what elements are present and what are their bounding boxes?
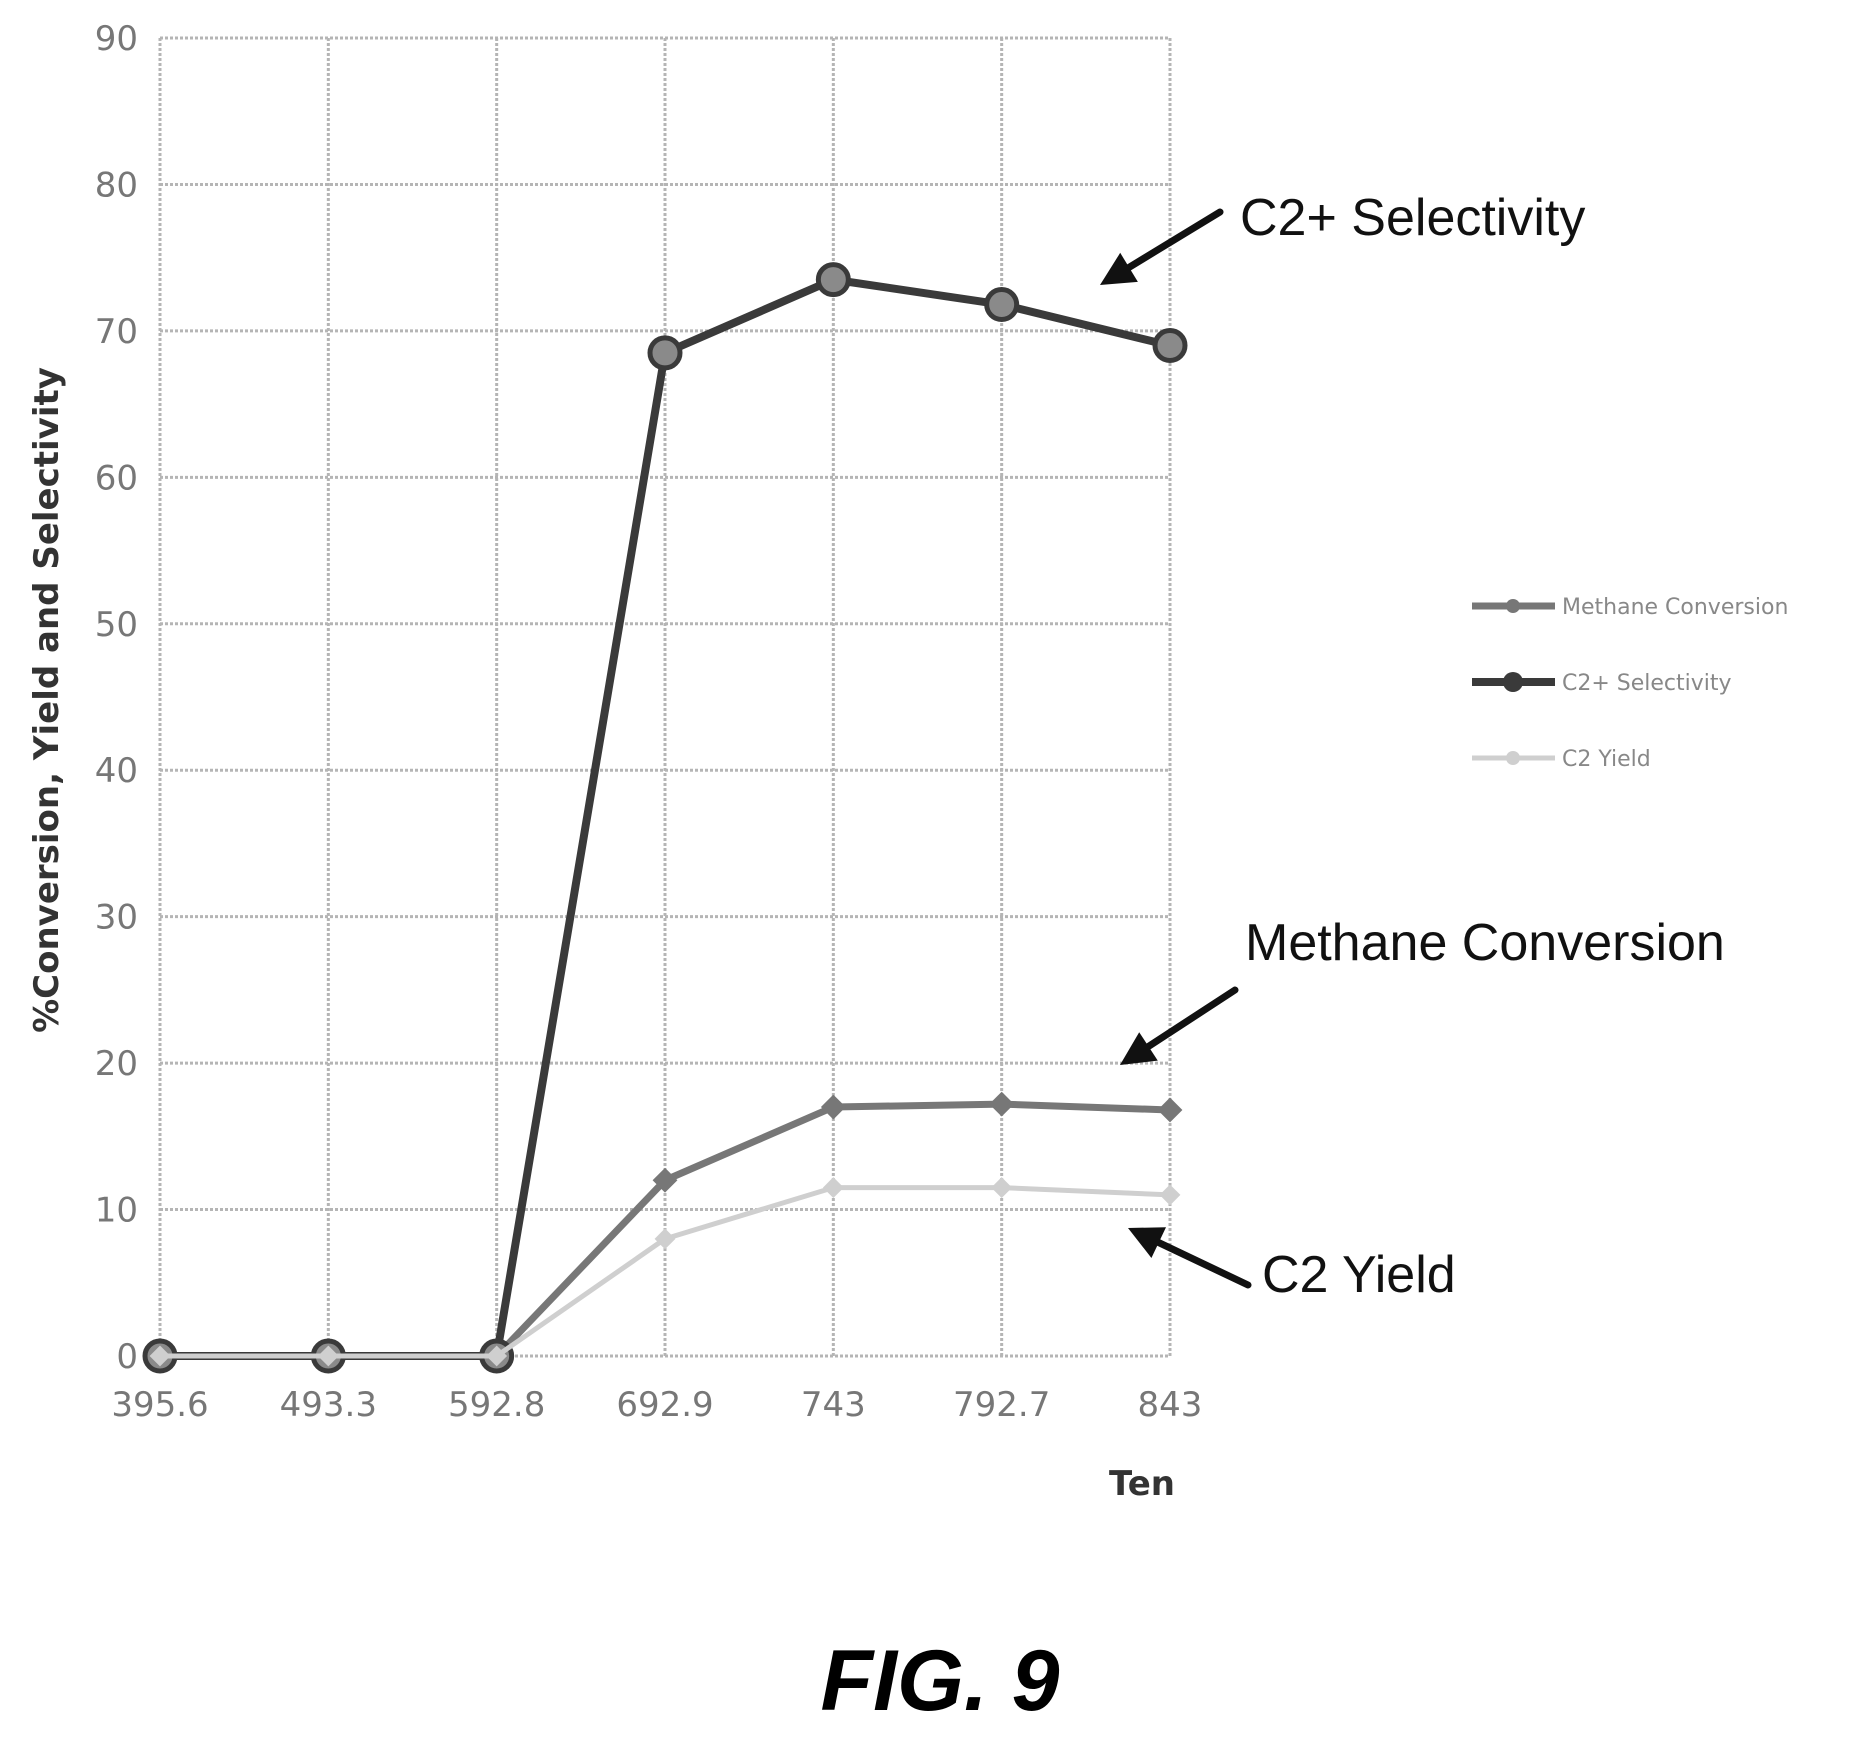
callouts: C2+ Selectivity Methane Conversion C2 Yiel…	[1100, 189, 1725, 1304]
x-tick-label: 843	[1138, 1385, 1203, 1425]
legend: Methane Conversion C2+ Selectivity C2 Yiel…	[1472, 595, 1788, 772]
y-tick-label: 60	[95, 458, 138, 498]
y-tick-label: 10	[95, 1191, 138, 1231]
x-tick-label: 592.8	[448, 1385, 545, 1425]
callout-arrow-head	[1100, 252, 1138, 285]
data-point	[1152, 328, 1188, 364]
callout-arrow-shaft	[1155, 1239, 1252, 1289]
y-tick-label: 40	[95, 751, 138, 791]
callout-label: Methane Conversion	[1245, 914, 1725, 972]
callout-arrow-head	[1128, 1227, 1167, 1258]
y-tick-label: 0	[116, 1337, 138, 1377]
data-point	[1157, 1097, 1183, 1123]
legend-label: C2 Yield	[1562, 747, 1651, 772]
figure-label: FIG. 9	[821, 1633, 1060, 1729]
data-point	[822, 1177, 844, 1199]
data-point	[654, 1228, 676, 1250]
x-axis-ticks: 395.6 493.3 592.8 692.9 743 792.7 843	[111, 1385, 1202, 1425]
chart-series	[142, 262, 1188, 1374]
callout-arrow-shaft	[1144, 986, 1239, 1050]
legend-label: C2+ Selectivity	[1562, 671, 1732, 696]
legend-label: Methane Conversion	[1562, 595, 1788, 620]
callout-arrow-head	[1120, 1032, 1158, 1065]
data-point	[647, 335, 683, 371]
y-tick-label: 50	[95, 605, 138, 645]
x-tick-label: 743	[801, 1385, 866, 1425]
y-tick-label: 30	[95, 898, 138, 938]
x-tick-label: 395.6	[111, 1385, 208, 1425]
callout-arrow-shaft	[1125, 208, 1224, 271]
data-point	[989, 1091, 1015, 1117]
x-axis-title: Ten	[1109, 1464, 1175, 1504]
data-point	[820, 1094, 846, 1120]
data-point	[991, 1177, 1013, 1199]
data-point	[815, 262, 851, 298]
y-tick-label: 80	[95, 165, 138, 205]
legend-marker	[1506, 751, 1520, 765]
y-axis-ticks: 0 10 20 30 40 50 60 70 80 90	[95, 19, 138, 1377]
data-point	[652, 1167, 678, 1193]
chart-grid	[158, 36, 1172, 1358]
callout-label: C2 Yield	[1262, 1246, 1456, 1304]
data-point	[1159, 1184, 1181, 1206]
y-tick-label: 90	[95, 19, 138, 59]
x-tick-label: 792.7	[953, 1385, 1050, 1425]
x-tick-label: 692.9	[616, 1385, 713, 1425]
legend-marker	[1506, 599, 1520, 613]
y-tick-label: 20	[95, 1044, 138, 1084]
y-axis-title: %Conversion, Yield and Selectivity	[27, 367, 67, 1033]
callout-label: C2+ Selectivity	[1240, 189, 1585, 247]
data-point	[486, 1345, 508, 1367]
data-point	[984, 287, 1020, 323]
data-point	[317, 1345, 339, 1367]
data-point	[149, 1345, 171, 1367]
x-tick-label: 493.3	[280, 1385, 377, 1425]
legend-marker	[1503, 672, 1523, 692]
y-tick-label: 70	[95, 312, 138, 352]
